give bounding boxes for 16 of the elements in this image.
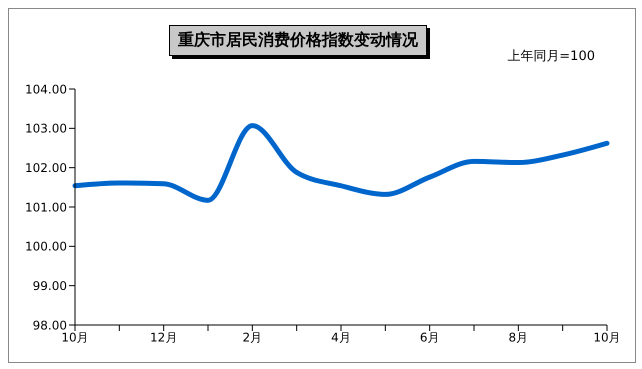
x-tick-label: 4月 [331,330,351,345]
y-tick-label: 98.00 [32,318,67,332]
x-tick-label: 10月 [593,330,621,345]
x-tick-label: 12月 [150,330,178,345]
y-tick-label: 104.00 [25,82,67,96]
x-tick-label: 2月 [242,330,262,345]
text: 上年同月=100 [507,48,595,65]
y-tick-label: 99.00 [32,278,67,293]
y-tick-label: 102.00 [25,160,67,175]
x-tick-label: 10月 [61,330,89,345]
chart-title: 重庆市居民消费价格指数变动情况 [169,25,427,56]
x-tick-label: 8月 [508,330,528,345]
y-tick-label: 101.00 [25,200,67,214]
y-tick-label: 103.00 [25,122,67,136]
y-tick-label: 100.00 [25,240,67,254]
x-tick-label: 6月 [420,330,440,345]
